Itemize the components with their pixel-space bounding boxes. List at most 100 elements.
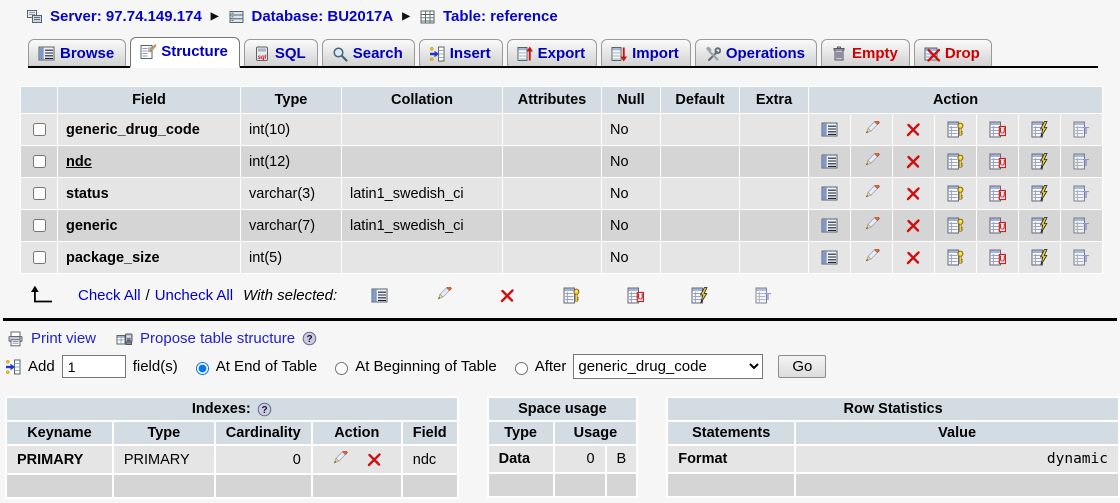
row-statistics-title: Row Statistics [668,398,1118,420]
radio-after[interactable] [514,361,528,375]
action-browse-icon[interactable] [809,210,850,241]
position-option-after[interactable]: After [510,358,566,375]
tab-browse[interactable]: Browse [28,39,127,66]
action-primary-key-icon[interactable] [935,114,976,145]
with-selected-drop-icon[interactable] [499,287,516,304]
action-primary-key-icon[interactable] [935,146,976,177]
row-checkbox[interactable] [33,122,46,136]
action-drop-icon[interactable] [893,242,934,273]
sql-icon: sql [254,46,270,62]
go-button[interactable]: Go [778,355,827,378]
link-separator: / [145,286,150,304]
action-change-icon[interactable] [851,242,892,273]
tab-empty[interactable]: Empty [821,39,910,66]
check-all-link[interactable]: Check All [78,286,141,304]
help-icon[interactable]: ? [257,402,272,417]
action-change-icon[interactable] [851,178,892,209]
field-name: generic [58,210,240,241]
tab-import[interactable]: Import [601,39,691,66]
field-row-generic: generic varchar(7) latin1_swedish_ci No U T [21,210,1102,241]
action-primary-key-icon[interactable] [935,210,976,241]
with-selected-change-icon[interactable] [435,285,452,304]
action-fulltext-icon[interactable]: T [1061,178,1102,209]
action-index-icon[interactable] [1019,178,1060,209]
tab-structure[interactable]: Structure [130,37,240,68]
action-unique-icon[interactable]: U [977,178,1018,209]
tab-operations[interactable]: Operations [694,39,817,66]
print-view-link[interactable]: Print view [31,330,97,347]
breadcrumb-server[interactable]: Server: 97.74.149.174 [50,8,202,25]
action-primary-key-icon[interactable] [935,178,976,209]
tab-export[interactable]: Export [506,39,598,66]
help-icon[interactable]: ? [302,331,317,346]
drop-icon [905,121,922,138]
space-usage-header-row: Type Usage [488,422,637,444]
col-header-attributes: Attributes [503,87,601,113]
action-change-icon[interactable] [851,114,892,145]
svg-text:T: T [1083,157,1090,169]
action-browse-icon[interactable] [809,178,850,209]
with-selected-unique-icon[interactable]: U [627,287,645,304]
change-icon [863,119,880,138]
tab-sql[interactable]: sql SQL [243,39,318,66]
action-fulltext-icon[interactable]: T [1061,210,1102,241]
action-index-icon[interactable] [1019,114,1060,145]
radio-at-beginning[interactable] [335,361,349,375]
svg-text:U: U [1000,159,1006,168]
action-drop-icon[interactable] [893,210,934,241]
breadcrumb-table[interactable]: Table: reference [442,8,558,25]
row-checkbox[interactable] [33,218,46,232]
action-fulltext-icon[interactable]: T [1061,146,1102,177]
svg-text:U: U [638,292,644,301]
action-browse-icon[interactable] [809,114,850,145]
action-index-icon[interactable] [1019,146,1060,177]
drop-index-icon[interactable] [366,451,383,468]
action-fulltext-icon[interactable]: T [1061,114,1102,145]
action-drop-icon[interactable] [893,114,934,145]
action-change-icon[interactable] [851,146,892,177]
field-attributes [503,114,601,145]
position-option-begin[interactable]: At Beginning of Table [330,358,497,375]
tab-search[interactable]: Search [321,39,415,66]
tab-insert[interactable]: Insert [418,39,503,66]
with-selected-fulltext-icon[interactable]: T [755,287,772,304]
action-browse-icon[interactable] [809,146,850,177]
svg-text:?: ? [261,405,267,416]
field-default [661,242,739,273]
breadcrumb-database[interactable]: Database: BU2017A [251,8,394,25]
row-checkbox[interactable] [33,154,46,168]
field-extra [740,178,808,209]
action-index-icon[interactable] [1019,242,1060,273]
action-unique-icon[interactable]: U [977,210,1018,241]
action-unique-icon[interactable]: U [977,146,1018,177]
stat-value: dynamic [796,446,1118,472]
action-primary-key-icon[interactable] [935,242,976,273]
action-drop-icon[interactable] [893,146,934,177]
action-fulltext-icon[interactable]: T [1061,242,1102,273]
position-option-end[interactable]: At End of Table [191,358,317,375]
edit-index-icon[interactable] [331,449,348,468]
radio-at-end[interactable] [195,361,209,375]
with-selected-index-icon[interactable] [691,286,708,304]
tab-drop[interactable]: Drop [913,39,992,66]
action-browse-icon[interactable] [809,242,850,273]
row-checkbox-cell [21,114,57,145]
after-field-select[interactable]: generic_drug_code [573,354,764,379]
primary-key-icon [947,249,964,266]
with-selected-primary-key-icon[interactable] [563,287,580,304]
action-unique-icon[interactable]: U [977,114,1018,145]
add-field-count-input[interactable] [61,355,126,378]
action-index-icon[interactable] [1019,210,1060,241]
indexes-table: Indexes: ? Keyname Type Cardinality Acti… [5,396,459,499]
fulltext-icon: T [1073,217,1090,234]
row-checkbox[interactable] [33,186,46,200]
action-change-icon[interactable] [851,210,892,241]
svg-text:T: T [1083,125,1090,137]
row-checkbox[interactable] [33,250,46,264]
action-drop-icon[interactable] [893,178,934,209]
uncheck-all-link[interactable]: Uncheck All [154,286,234,304]
propose-structure-link[interactable]: Propose table structure [140,330,296,347]
primary-key-icon [947,217,964,234]
with-selected-browse-icon[interactable] [371,287,388,304]
action-unique-icon[interactable]: U [977,242,1018,273]
